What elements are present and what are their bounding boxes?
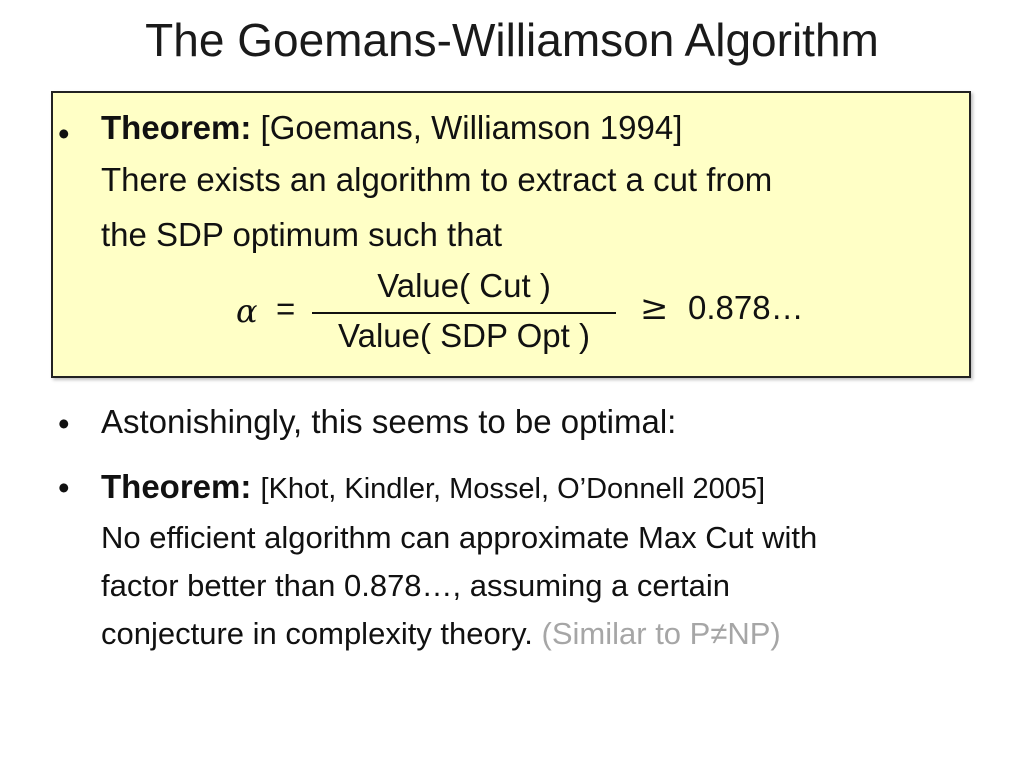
- theorem-box: [51, 91, 971, 378]
- statement-text: conjecture in complexity theory.: [101, 616, 533, 651]
- optimality-remark: Astonishingly, this seems to be optimal:: [101, 403, 677, 440]
- theorem-citation: [Goemans, Williamson 1994]: [260, 109, 683, 146]
- bullet-marker: •: [58, 115, 70, 152]
- fraction-denominator: Value( SDP Opt ): [338, 317, 590, 354]
- hardness-theorem-heading: Theorem: [Khot, Kindler, Mossel, O’Donne…: [101, 462, 765, 514]
- theorem-statement-line: conjecture in complexity theory. (Simila…: [101, 610, 981, 658]
- theorem-statement-line: the SDP optimum such that: [101, 216, 503, 253]
- theorem-label: Theorem:: [101, 109, 252, 146]
- theorem-label: Theorem:: [101, 468, 252, 505]
- slide-title: The Goemans-Williamson Algorithm: [145, 14, 879, 66]
- geq-symbol: ≥: [640, 288, 669, 328]
- fraction-bar: [312, 312, 616, 314]
- theorem-statement-line: There exists an algorithm to extract a c…: [101, 161, 773, 198]
- equals-sign: =: [276, 290, 296, 327]
- theorem-statement-line: factor better than 0.878…, assuming a ce…: [101, 568, 730, 603]
- theorem-citation: [Khot, Kindler, Mossel, O’Donnell 2005]: [260, 473, 766, 505]
- approximation-ratio-formula: α = Value( Cut ) Value( SDP Opt ) ≥ 0.87…: [230, 264, 850, 360]
- aside-note: (Similar to P≠NP): [541, 616, 781, 651]
- theorem-statement-line: No efficient algorithm can approximate M…: [101, 520, 818, 555]
- hardness-theorem-body: No efficient algorithm can approximate M…: [101, 514, 981, 658]
- theorem-heading: Theorem: [Goemans, Williamson 1994]: [101, 106, 682, 150]
- ratio-value: 0.878…: [688, 289, 804, 326]
- alpha-symbol: α: [236, 292, 258, 330]
- fraction-numerator: Value( Cut ): [377, 267, 551, 304]
- bullet-marker: •: [58, 469, 70, 506]
- bullet-marker: •: [58, 405, 70, 442]
